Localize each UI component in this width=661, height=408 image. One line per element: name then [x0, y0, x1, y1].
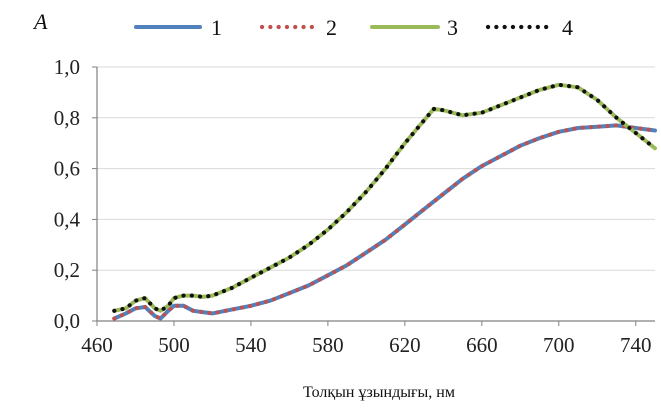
legend-label-4: 4 — [562, 15, 573, 40]
legend: 1 2 3 4 — [134, 15, 573, 40]
y-tick-label: 0,0 — [54, 309, 80, 333]
series-2-line — [112, 123, 658, 321]
axes: 0,0 0,2 0,4 0,6 0,8 1,0 460 500 540 580 620 660 700 7… — [54, 55, 655, 357]
x-axis-label: Толқын ұзындығы, нм — [303, 384, 455, 401]
y-axis-label: A — [32, 9, 48, 34]
y-tick-label: 0,4 — [54, 207, 81, 231]
series-1-line — [112, 123, 657, 321]
series-3-line — [112, 82, 657, 313]
y-tick-label: 0,2 — [54, 258, 80, 282]
y-tick-label: 0,6 — [54, 157, 80, 181]
x-tick-label: 460 — [81, 333, 113, 357]
legend-label-3: 3 — [447, 15, 458, 40]
x-tick-label: 700 — [543, 333, 575, 357]
gridlines — [97, 66, 655, 271]
x-tick-label: 660 — [466, 333, 498, 357]
y-tick-label: 1,0 — [54, 55, 80, 79]
x-tick-label: 620 — [389, 333, 421, 357]
x-tick-label: 500 — [158, 333, 190, 357]
x-tick-label: 740 — [620, 333, 652, 357]
y-tick-label: 0,8 — [54, 106, 80, 130]
x-tick-label: 580 — [312, 333, 344, 357]
legend-label-1: 1 — [211, 15, 222, 40]
series-4-line — [112, 82, 658, 313]
legend-label-2: 2 — [326, 15, 337, 40]
series-layer — [112, 82, 658, 321]
x-tick-label: 540 — [235, 333, 267, 357]
